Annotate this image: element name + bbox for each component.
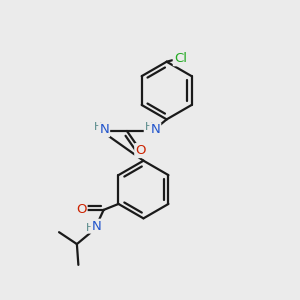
Text: H: H (86, 223, 95, 233)
Text: H: H (94, 122, 102, 132)
Text: O: O (135, 144, 146, 157)
Text: N: N (99, 123, 109, 136)
Text: Cl: Cl (174, 52, 187, 65)
Text: H: H (145, 122, 153, 132)
Text: N: N (92, 220, 101, 233)
Text: O: O (76, 203, 87, 216)
Text: N: N (151, 123, 160, 136)
